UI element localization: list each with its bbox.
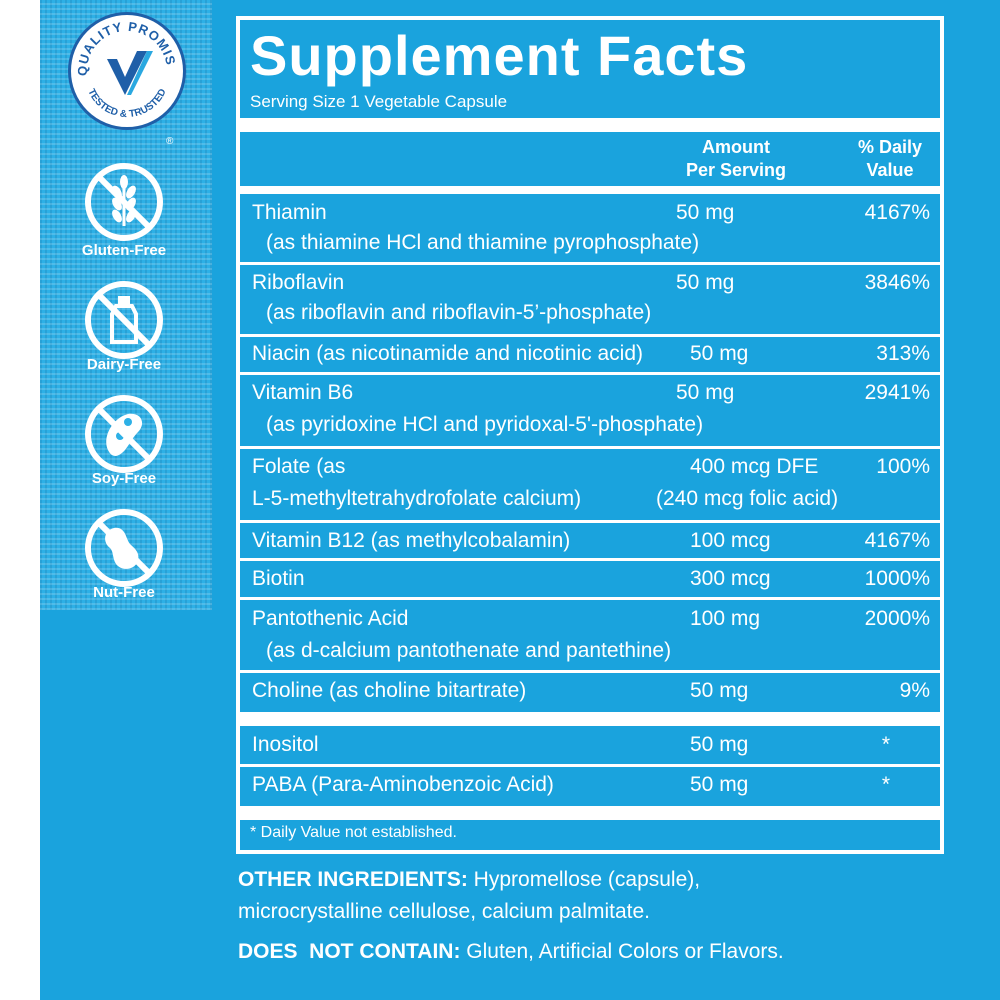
row-dv: 4167% [864, 529, 930, 552]
row-divider [236, 764, 944, 767]
peanut-slash-icon [82, 506, 166, 590]
soybean-slash-icon [82, 392, 166, 476]
v-check-icon [107, 51, 153, 95]
row-name: PABA (Para-Aminobenzoic Acid) [252, 773, 554, 796]
row-divider [236, 520, 944, 523]
row-amount: 50 mg [690, 342, 749, 365]
serving-size: Serving Size 1 Vegetable Capsule [250, 92, 508, 111]
row-dv: 2941% [864, 381, 930, 404]
row-divider [236, 597, 944, 600]
row-name: Inositol [252, 733, 319, 756]
row-dv: 2000% [864, 607, 930, 630]
supplement-facts-panel [236, 16, 944, 854]
row-divider [236, 558, 944, 561]
row-name: Vitamin B6 [252, 381, 354, 404]
registered-mark: ® [166, 136, 174, 147]
wheat-slash-icon [82, 160, 166, 244]
row-amount: 50 mg [690, 733, 749, 756]
row-amount: 50 mg [676, 381, 735, 404]
badge-top-text: QUALITY PROMISE [71, 15, 178, 76]
row-dv: * [881, 773, 890, 796]
soy-free-label: Soy-Free [91, 470, 157, 487]
row-amount: 100 mg [690, 607, 761, 630]
svg-text:QUALITY PROMISE: QUALITY PROMISE [71, 15, 179, 76]
does-not-contain-label: DOES NOT CONTAIN: [238, 940, 461, 963]
row-detail: (as d-calcium pantothenate and pantethin… [266, 639, 672, 662]
row-amount: 50 mg [690, 679, 749, 702]
header-rule [236, 186, 944, 194]
row-name: Thiamin [252, 201, 327, 224]
row-amount-detail: (240 mcg folic acid) [656, 487, 839, 510]
amount-header-line2: Per Serving [685, 160, 787, 180]
row-detail: (as riboflavin and riboflavin-5’-phospha… [266, 301, 652, 324]
row-detail: (as pyridoxine HCl and pyridoxal-5'-phos… [266, 413, 704, 436]
bottle-slash-icon [82, 278, 166, 362]
other-ingredients-text: Hypromellose (capsule), [467, 868, 701, 891]
row-amount: 300 mcg [690, 567, 771, 590]
row-dv: 4167% [864, 201, 930, 224]
nut-free-label: Nut-Free [93, 584, 155, 601]
row-amount: 100 mcg [690, 529, 771, 552]
row-name: Biotin [252, 567, 305, 590]
dv-header-line2: Value [866, 160, 914, 180]
row-name: Niacin (as nicotinamide and nicotinic ac… [252, 342, 644, 365]
other-ingredients-label: OTHER INGREDIENTS: [238, 868, 468, 891]
row-dv: 1000% [864, 567, 930, 590]
svg-text:TESTED & TRUSTED: TESTED & TRUSTED [85, 87, 169, 120]
row-divider [236, 670, 944, 673]
row-name: Vitamin B12 (as methylcobalamin) [252, 529, 571, 552]
dv-header: % Daily Value [830, 136, 950, 182]
row-divider [236, 334, 944, 337]
row-dv: 9% [899, 679, 930, 702]
other-ingredients-line2: microcrystalline cellulose, calcium palm… [238, 900, 650, 923]
dairy-free-label: Dairy-Free [86, 356, 162, 373]
row-amount: 50 mg [676, 201, 735, 224]
gluten-free-label: Gluten-Free [81, 242, 167, 259]
dv-header-line1: % Daily [857, 137, 923, 157]
other-ingredients-line1: OTHER INGREDIENTS: Hypromellose (capsule… [238, 866, 700, 894]
row-dv: 313% [876, 342, 930, 365]
row-name: Pantothenic Acid [252, 607, 409, 630]
amount-header-line1: Amount [702, 137, 770, 157]
row-divider [236, 372, 944, 375]
row-detail: L-5-methyltetrahydrofolate calcium) [252, 487, 582, 510]
amount-header: Amount Per Serving [656, 136, 816, 182]
daily-value-footnote: * Daily Value not established. [250, 824, 457, 841]
row-detail: (as thiamine HCl and thiamine pyrophosph… [266, 231, 700, 254]
row-amount: 50 mg [690, 773, 749, 796]
row-dv: * [881, 733, 890, 756]
row-amount: 400 mcg DFE [690, 455, 819, 478]
quality-promise-badge: QUALITY PROMISE TESTED & TRUSTED [68, 12, 186, 130]
thick-rule [236, 806, 944, 820]
row-name: Riboflavin [252, 271, 345, 294]
thick-rule [236, 118, 944, 132]
row-amount: 50 mg [676, 271, 735, 294]
row-dv: 3846% [864, 271, 930, 294]
row-name: Folate (as [252, 455, 346, 478]
row-name: Choline (as choline bitartrate) [252, 679, 527, 702]
row-divider [236, 262, 944, 265]
row-divider [236, 446, 944, 449]
thick-rule [236, 712, 944, 726]
does-not-contain-text: Gluten, Artificial Colors or Flavors. [460, 940, 784, 963]
badge-bottom-text: TESTED & TRUSTED [85, 87, 169, 120]
does-not-contain: DOES NOT CONTAIN: Gluten, Artificial Col… [238, 938, 784, 966]
row-dv: 100% [876, 455, 930, 478]
facts-title: Supplement Facts [250, 24, 749, 87]
